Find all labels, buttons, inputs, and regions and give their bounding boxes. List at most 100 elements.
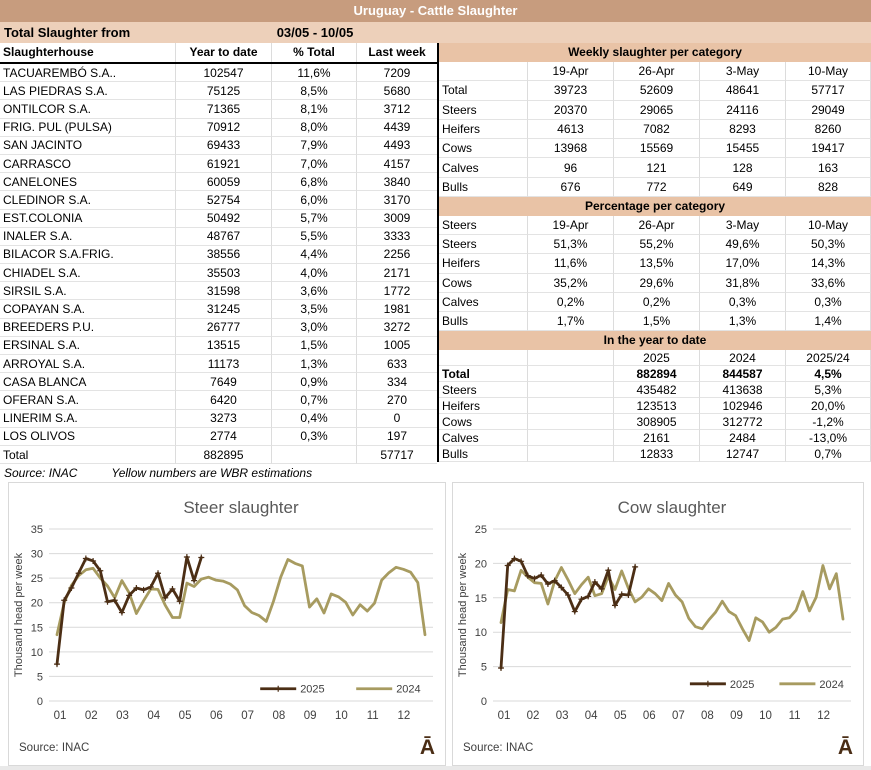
table-cell: 7082 bbox=[614, 119, 700, 140]
table-cell: 55,2% bbox=[614, 235, 700, 255]
series-marker bbox=[524, 572, 531, 579]
series-marker bbox=[538, 572, 545, 579]
table-cell: 676 bbox=[528, 177, 614, 197]
table-row: CARRASCO 61921 7,0% 4157 bbox=[0, 154, 437, 174]
table-cell: 11173 bbox=[176, 355, 272, 374]
table-cell: 1981 bbox=[357, 300, 437, 319]
table-cell bbox=[528, 446, 614, 462]
table-cell: ONTILCOR S.A. bbox=[0, 100, 176, 119]
table-cell: Total bbox=[439, 81, 528, 101]
table-cell: 8293 bbox=[700, 119, 786, 140]
legend-label: 2024 bbox=[396, 684, 420, 696]
table-cell bbox=[528, 430, 614, 446]
x-tick-label: 12 bbox=[398, 710, 411, 722]
table-row: BREEDERS P.U. 26777 3,0% 3272 bbox=[0, 318, 437, 337]
series-marker bbox=[198, 554, 205, 561]
table-cell bbox=[528, 414, 614, 430]
table-cell: 48641 bbox=[700, 81, 786, 101]
header-cell: Last week bbox=[368, 45, 426, 59]
table-cell: 8,1% bbox=[272, 100, 357, 119]
series-marker bbox=[504, 562, 511, 569]
table-cell: 2161 bbox=[614, 430, 700, 446]
y-axis-title: Thousand head per week bbox=[13, 552, 25, 677]
table-cell: 8260 bbox=[786, 119, 871, 140]
table-cell: Cows bbox=[439, 139, 528, 159]
table-cell: 3009 bbox=[357, 210, 437, 228]
series-line-2024 bbox=[499, 564, 845, 642]
weekly-section-title: Weekly slaughter per category bbox=[439, 43, 871, 62]
percentage-table: Steers 19-Apr 26-Apr 3-May 10-May Steers 51,3%… bbox=[439, 216, 871, 332]
table-cell: 7,0% bbox=[272, 154, 357, 174]
table-cell: 19417 bbox=[786, 139, 871, 159]
table-cell: 3170 bbox=[357, 191, 437, 210]
table-cell: 4157 bbox=[357, 155, 437, 174]
source-note: Source: INAC bbox=[4, 466, 78, 480]
table-cell: 14,3% bbox=[786, 254, 871, 274]
y-tick-label: 0 bbox=[37, 696, 43, 708]
table-cell: Heifers bbox=[439, 119, 528, 140]
table-cell: Cows bbox=[439, 414, 528, 430]
table-cell: 29049 bbox=[786, 100, 871, 120]
header-cell: Steers bbox=[439, 216, 528, 236]
table-cell: 2774 bbox=[176, 427, 272, 446]
table-cell: 75125 bbox=[176, 82, 272, 101]
table-cell: ERSINAL S.A. bbox=[0, 336, 176, 355]
y-tick-label: 0 bbox=[481, 696, 487, 708]
x-tick-label: 04 bbox=[585, 710, 598, 722]
table-row: Calves 96 121 128 163 bbox=[439, 158, 871, 178]
slaughterhouse-table: Slaughterhouse Year to date% Total Last we… bbox=[0, 43, 437, 482]
table-cell: 3,0% bbox=[272, 318, 357, 337]
table-cell: 633 bbox=[357, 355, 437, 374]
header-cell bbox=[439, 62, 528, 82]
table-cell: BREEDERS P.U. bbox=[0, 318, 176, 337]
header-cell: 2024 bbox=[700, 350, 786, 366]
series-marker bbox=[155, 570, 162, 577]
series-marker bbox=[591, 578, 598, 585]
y-tick-label: 25 bbox=[475, 524, 487, 536]
table-cell: Steers bbox=[439, 382, 528, 398]
table-cell: SIRSIL S.A. bbox=[0, 282, 176, 301]
table-cell: 52609 bbox=[614, 81, 700, 101]
table-cell bbox=[528, 366, 614, 382]
table-row: Heifers 4613 7082 8293 8260 bbox=[439, 119, 871, 140]
y-tick-label: 30 bbox=[31, 549, 43, 561]
table-cell: 334 bbox=[357, 373, 437, 392]
y-tick-label: 20 bbox=[31, 598, 43, 610]
y-axis-title: Thousand head per week bbox=[457, 552, 469, 677]
legend-label: 2024 bbox=[819, 679, 843, 691]
table-cell: 33,6% bbox=[786, 273, 871, 293]
table-header-row: Steers 19-Apr 26-Apr 3-May 10-May bbox=[439, 216, 871, 236]
x-tick-label: 08 bbox=[272, 710, 285, 722]
table-cell: 7,9% bbox=[272, 136, 357, 155]
table-row: Cows 308905 312772 -1,2% bbox=[439, 414, 871, 430]
y-tick-label: 20 bbox=[475, 558, 487, 570]
table-cell: 8,5% bbox=[272, 82, 357, 101]
table-cell: 69433 bbox=[176, 136, 272, 155]
table-row: Steers 435482 413638 5,3% bbox=[439, 382, 871, 398]
table-cell: 4,0% bbox=[272, 264, 357, 283]
y-tick-label: 10 bbox=[31, 647, 43, 659]
table-cell: FRIG. PUL (PULSA) bbox=[0, 118, 176, 137]
table-cell: 51,3% bbox=[528, 235, 614, 255]
table-footnote: Source: INAC Yellow numbers are WBR esti… bbox=[0, 464, 437, 482]
slaughterhouse-table-body: TACUAREMBÓ S.A.. 102547 11,6% 7209 LAS PIEDR… bbox=[0, 64, 437, 465]
slaughterhouse-table-header: Slaughterhouse Year to date% Total Last we… bbox=[0, 43, 437, 64]
table-cell: LOS OLIVOS bbox=[0, 427, 176, 446]
table-cell: 1,5% bbox=[272, 336, 357, 355]
steer-slaughter-chart: 0 5 10 15 20 25 30 35 Thousand head per week Stee… bbox=[8, 482, 446, 766]
table-cell: BILACOR S.A.FRIG. bbox=[0, 245, 176, 265]
x-tick-label: 03 bbox=[556, 710, 569, 722]
table-cell: 31,8% bbox=[700, 273, 786, 293]
table-row: ONTILCOR S.A. 71365 8,1% 3712 bbox=[0, 100, 437, 119]
legend-marker bbox=[704, 680, 711, 687]
y-tick-label: 35 bbox=[31, 524, 43, 536]
table-row: CLEDINOR S.A. 52754 6,0% 3170 bbox=[0, 191, 437, 210]
table-cell: 13968 bbox=[528, 139, 614, 159]
header-cell: 26-Apr bbox=[614, 216, 700, 236]
table-cell: 50492 bbox=[176, 209, 272, 228]
table-cell: Steers bbox=[439, 100, 528, 120]
table-cell: 312772 bbox=[700, 414, 786, 430]
chart-source: Source: INAC bbox=[463, 742, 533, 754]
series-marker bbox=[104, 598, 111, 605]
